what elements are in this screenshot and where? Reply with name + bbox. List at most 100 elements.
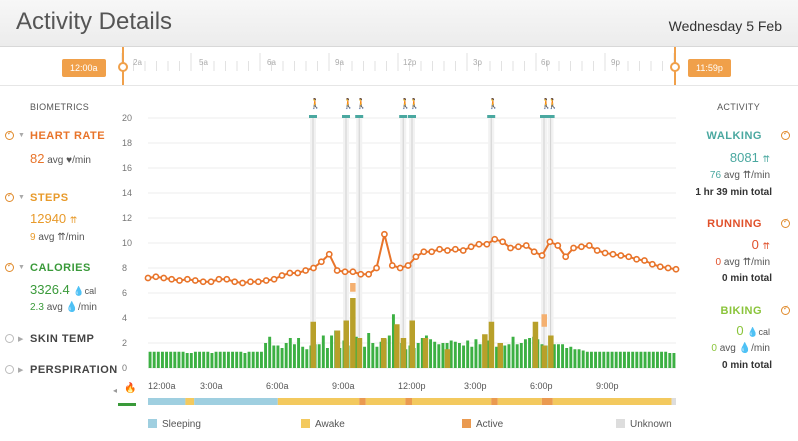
walking-label[interactable]: WALKING: [706, 130, 762, 142]
activity-band-segment: [359, 398, 366, 405]
step-bar: [488, 321, 495, 368]
calorie-bar: [631, 351, 635, 368]
calorie-bar: [495, 346, 499, 368]
calorie-bar: [655, 351, 659, 368]
caret-right-icon[interactable]: ▶: [18, 336, 24, 343]
legend-swatch: [148, 419, 157, 428]
heart-rate-point: [262, 277, 270, 284]
calorie-bar: [321, 335, 325, 368]
calorie-bar: [594, 351, 598, 368]
heart-rate-point: [585, 242, 593, 249]
caret-right-icon[interactable]: ▶: [18, 367, 24, 374]
heart-rate-point: [428, 248, 436, 256]
skin-temp-label[interactable]: SKIN TEMP: [30, 333, 95, 345]
heart-rate-point: [625, 253, 633, 261]
scroll-left-icon[interactable]: ◂: [113, 386, 118, 395]
biking-toggle[interactable]: [781, 304, 790, 315]
y-tick-label: 4: [122, 313, 127, 323]
heart-rate-point: [672, 265, 680, 273]
calorie-bar: [515, 344, 519, 368]
calorie-bar: [363, 346, 367, 368]
calories-label[interactable]: CALORIES: [30, 262, 91, 274]
perspiration-label[interactable]: PERSPIRATION: [30, 364, 118, 376]
heart-rate-point: [522, 242, 530, 249]
activity-band-segment: [491, 398, 498, 405]
heart-rate-label[interactable]: HEART RATE: [30, 130, 106, 142]
steps-toggle[interactable]: [5, 191, 14, 202]
running-sub: avg ⇈/min: [723, 257, 770, 268]
perspiration-toggle[interactable]: [5, 365, 14, 374]
heart-rate-point: [294, 269, 302, 277]
walking-person-icon: 🚶: [540, 97, 552, 110]
step-bar: [497, 343, 503, 368]
legend-swatch: [462, 419, 471, 428]
calories-sub: avg 💧/min: [46, 302, 97, 313]
heart-rate-point: [341, 268, 349, 276]
heart-rate-point: [459, 247, 467, 254]
activity-heading: ACTIVITY: [717, 102, 760, 112]
timeline-tick: 9a: [335, 58, 344, 67]
calorie-bar: [433, 341, 437, 368]
end-handle-label[interactable]: 11:59p: [688, 59, 731, 77]
walking-toggle[interactable]: [781, 129, 790, 140]
calorie-bar: [367, 333, 371, 368]
y-tick-label: 14: [122, 188, 132, 198]
heart-rate-point: [176, 277, 183, 284]
y-tick-label: 20: [122, 113, 132, 123]
heart-rate-point: [278, 272, 286, 279]
calorie-bar: [264, 343, 268, 368]
start-handle-label[interactable]: 12:00a: [62, 59, 106, 77]
calorie-bar: [561, 344, 565, 368]
heart-rate-toggle[interactable]: [5, 129, 14, 140]
step-bar: [343, 320, 349, 368]
calorie-bar: [156, 351, 160, 368]
calorie-bar: [181, 351, 185, 368]
caret-down-icon[interactable]: ▼: [18, 132, 25, 139]
legend-unknown: Unknown: [616, 419, 672, 430]
biking-label[interactable]: BIKING: [720, 305, 762, 317]
y-tick-label: 12: [122, 213, 132, 223]
start-handle[interactable]: [118, 62, 128, 72]
calorie-bar: [301, 346, 305, 368]
walking-person-icon: 🚶: [309, 97, 321, 110]
activity-band-segment: [365, 398, 406, 405]
step-bar: [356, 338, 363, 368]
y-tick-label: 2: [122, 338, 127, 348]
calorie-bar: [651, 351, 655, 368]
heart-rate-point: [160, 274, 168, 282]
timeline-tick: 3p: [473, 58, 482, 67]
heart-rate-point: [507, 244, 514, 252]
heart-rate-point: [648, 260, 656, 268]
calorie-bar: [643, 351, 647, 368]
caret-down-icon[interactable]: ▼: [18, 194, 25, 201]
band-scroll-marker: [118, 403, 136, 406]
caret-down-icon[interactable]: ▼: [18, 264, 25, 271]
running-label[interactable]: RUNNING: [707, 218, 762, 230]
heart-rate-point: [333, 267, 341, 274]
running-toggle[interactable]: [781, 217, 790, 228]
x-tick-label: 9:00p: [596, 381, 619, 391]
steps-label[interactable]: STEPS: [30, 192, 69, 204]
heart-rate-point: [546, 238, 554, 246]
heart-rate-point: [144, 274, 152, 282]
heart-rate-point: [191, 277, 199, 284]
calorie-bar: [441, 343, 445, 368]
calories-toggle[interactable]: [5, 261, 14, 272]
calorie-bar: [268, 336, 272, 368]
calorie-bar: [528, 338, 532, 368]
timeline-tick: 12p: [403, 58, 417, 67]
timeline-scrubber[interactable]: 2a 5a 6a 9a 12p 3p 6p 9p 12:00a 11:59p: [0, 47, 798, 86]
calorie-bar: [218, 351, 222, 368]
calorie-bar: [556, 344, 560, 368]
calorie-bar: [169, 351, 173, 368]
activity-band-segment: [277, 398, 360, 405]
calories-value-row: 3326.4 💧cal: [30, 282, 96, 297]
timeline-tick: 6a: [267, 58, 276, 67]
peak-bar: [350, 283, 356, 292]
end-handle[interactable]: [670, 62, 680, 72]
skin-temp-toggle[interactable]: [5, 334, 14, 343]
timeline-tick: 5a: [199, 58, 208, 67]
calories-value: 3326.4: [30, 282, 70, 297]
legend-swatch: [616, 419, 625, 428]
